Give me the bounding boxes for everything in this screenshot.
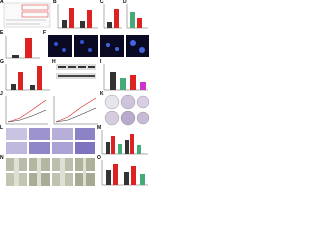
panel-f-graphic: [48, 35, 149, 57]
panel-label: A: [0, 0, 4, 5]
panel-d-graphic: [126, 4, 148, 29]
panel-l-graphic: [6, 128, 95, 154]
panel-b-graphic: [57, 4, 98, 29]
page: A B C D E F G H I J K L M N O (() => { c…: [0, 0, 150, 186]
panel-label: D: [123, 0, 127, 5]
panel-h-graphic: [56, 64, 96, 79]
panel-i-graphic: [103, 64, 148, 91]
panel-label: N: [0, 155, 4, 161]
panel-a-graphic: [3, 2, 51, 28]
panel-j-graphic: [5, 96, 98, 125]
panel-label: K: [100, 91, 104, 97]
panel-k-graphic: [104, 94, 150, 126]
panel-label: L: [0, 125, 3, 131]
panel-label: F: [43, 30, 46, 36]
panel-label: I: [100, 59, 102, 65]
panel-m-graphic: [101, 130, 148, 155]
panel-label: J: [0, 91, 3, 97]
panel-label: C: [100, 0, 104, 5]
figure: A B C D E F G H I J K L M N O: [0, 0, 150, 186]
panel-c-graphic: [103, 4, 122, 29]
panel-o-graphic: [101, 160, 148, 186]
panel-label: O: [97, 155, 101, 161]
panel-label: M: [97, 125, 101, 131]
panel-e-graphic: [5, 36, 40, 59]
panel-label: E: [0, 30, 4, 36]
panel-label: H: [52, 59, 56, 65]
panel-n-graphic: [6, 158, 95, 186]
panel-g-graphic: [5, 64, 50, 91]
panel-label: B: [53, 0, 57, 5]
panel-label: G: [0, 59, 4, 65]
